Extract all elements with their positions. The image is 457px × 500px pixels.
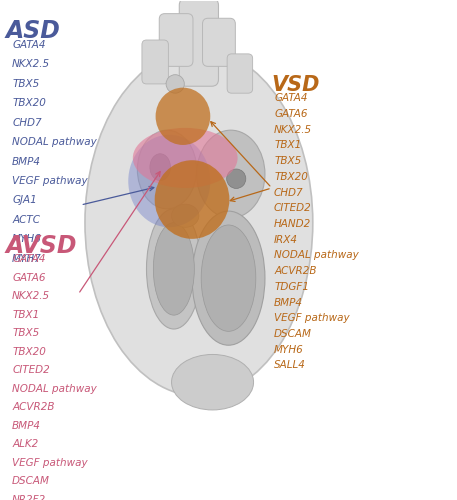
Ellipse shape [133,128,238,188]
Ellipse shape [227,169,246,188]
Text: GATA4: GATA4 [12,254,46,264]
Text: ACVR2B: ACVR2B [12,402,54,412]
Text: NODAL pathway: NODAL pathway [12,137,97,147]
Text: GATA4: GATA4 [12,40,46,50]
Text: DSCAM: DSCAM [12,476,50,486]
Text: MYH6: MYH6 [274,344,304,354]
Ellipse shape [171,204,199,228]
Ellipse shape [197,130,265,218]
Text: TDGF1: TDGF1 [274,282,309,292]
Ellipse shape [171,354,254,410]
Text: AVSD: AVSD [5,234,77,258]
Text: TBX5: TBX5 [274,156,301,166]
Text: VEGF pathway: VEGF pathway [12,176,88,186]
Text: BMP4: BMP4 [12,420,41,430]
Text: ALK2: ALK2 [12,439,38,449]
Ellipse shape [192,211,265,345]
Text: ACTC: ACTC [12,215,40,225]
Text: MYH6: MYH6 [12,234,42,244]
Text: TBX20: TBX20 [12,346,46,356]
Text: TBX5: TBX5 [12,328,39,338]
Text: MYH7: MYH7 [12,254,42,264]
Text: TBX20: TBX20 [12,98,46,108]
Text: TBX5: TBX5 [12,79,39,89]
Text: NODAL pathway: NODAL pathway [274,250,359,260]
Ellipse shape [128,135,210,228]
Text: IRX4: IRX4 [274,234,298,244]
Text: HAND2: HAND2 [274,219,311,229]
Text: ACVR2B: ACVR2B [274,266,317,276]
Ellipse shape [85,49,313,396]
Ellipse shape [150,154,170,180]
Text: CHD7: CHD7 [274,188,304,198]
Text: BMP4: BMP4 [12,156,41,166]
Text: ASD: ASD [5,19,60,43]
Text: VEGF pathway: VEGF pathway [274,314,350,324]
Text: TBX1: TBX1 [274,140,301,150]
Text: NKX2.5: NKX2.5 [12,291,50,301]
Text: CITED2: CITED2 [12,365,50,375]
Text: TBX20: TBX20 [274,172,308,182]
FancyBboxPatch shape [202,18,235,66]
Text: NODAL pathway: NODAL pathway [12,384,97,394]
Text: GATA6: GATA6 [274,109,308,119]
Text: VEGF pathway: VEGF pathway [12,458,88,468]
Text: NR2F2: NR2F2 [12,494,46,500]
Text: GJA1: GJA1 [12,196,37,205]
Ellipse shape [154,222,194,315]
Text: GATA4: GATA4 [274,93,308,103]
Text: VSD: VSD [272,74,320,94]
Text: TBX1: TBX1 [12,310,39,320]
Text: CHD7: CHD7 [12,118,42,128]
Ellipse shape [154,160,229,239]
FancyBboxPatch shape [142,40,168,84]
Text: NKX2.5: NKX2.5 [274,124,312,134]
Text: DSCAM: DSCAM [274,329,312,339]
FancyBboxPatch shape [227,54,253,93]
Ellipse shape [147,209,201,329]
Ellipse shape [155,88,210,145]
Ellipse shape [166,74,184,93]
FancyBboxPatch shape [179,0,218,86]
Text: BMP4: BMP4 [274,298,303,308]
Ellipse shape [201,225,256,332]
FancyBboxPatch shape [159,14,193,66]
Ellipse shape [138,130,197,209]
Text: NKX2.5: NKX2.5 [12,60,50,70]
Text: SALL4: SALL4 [274,360,306,370]
Text: CITED2: CITED2 [274,203,312,213]
Text: GATA6: GATA6 [12,272,46,282]
